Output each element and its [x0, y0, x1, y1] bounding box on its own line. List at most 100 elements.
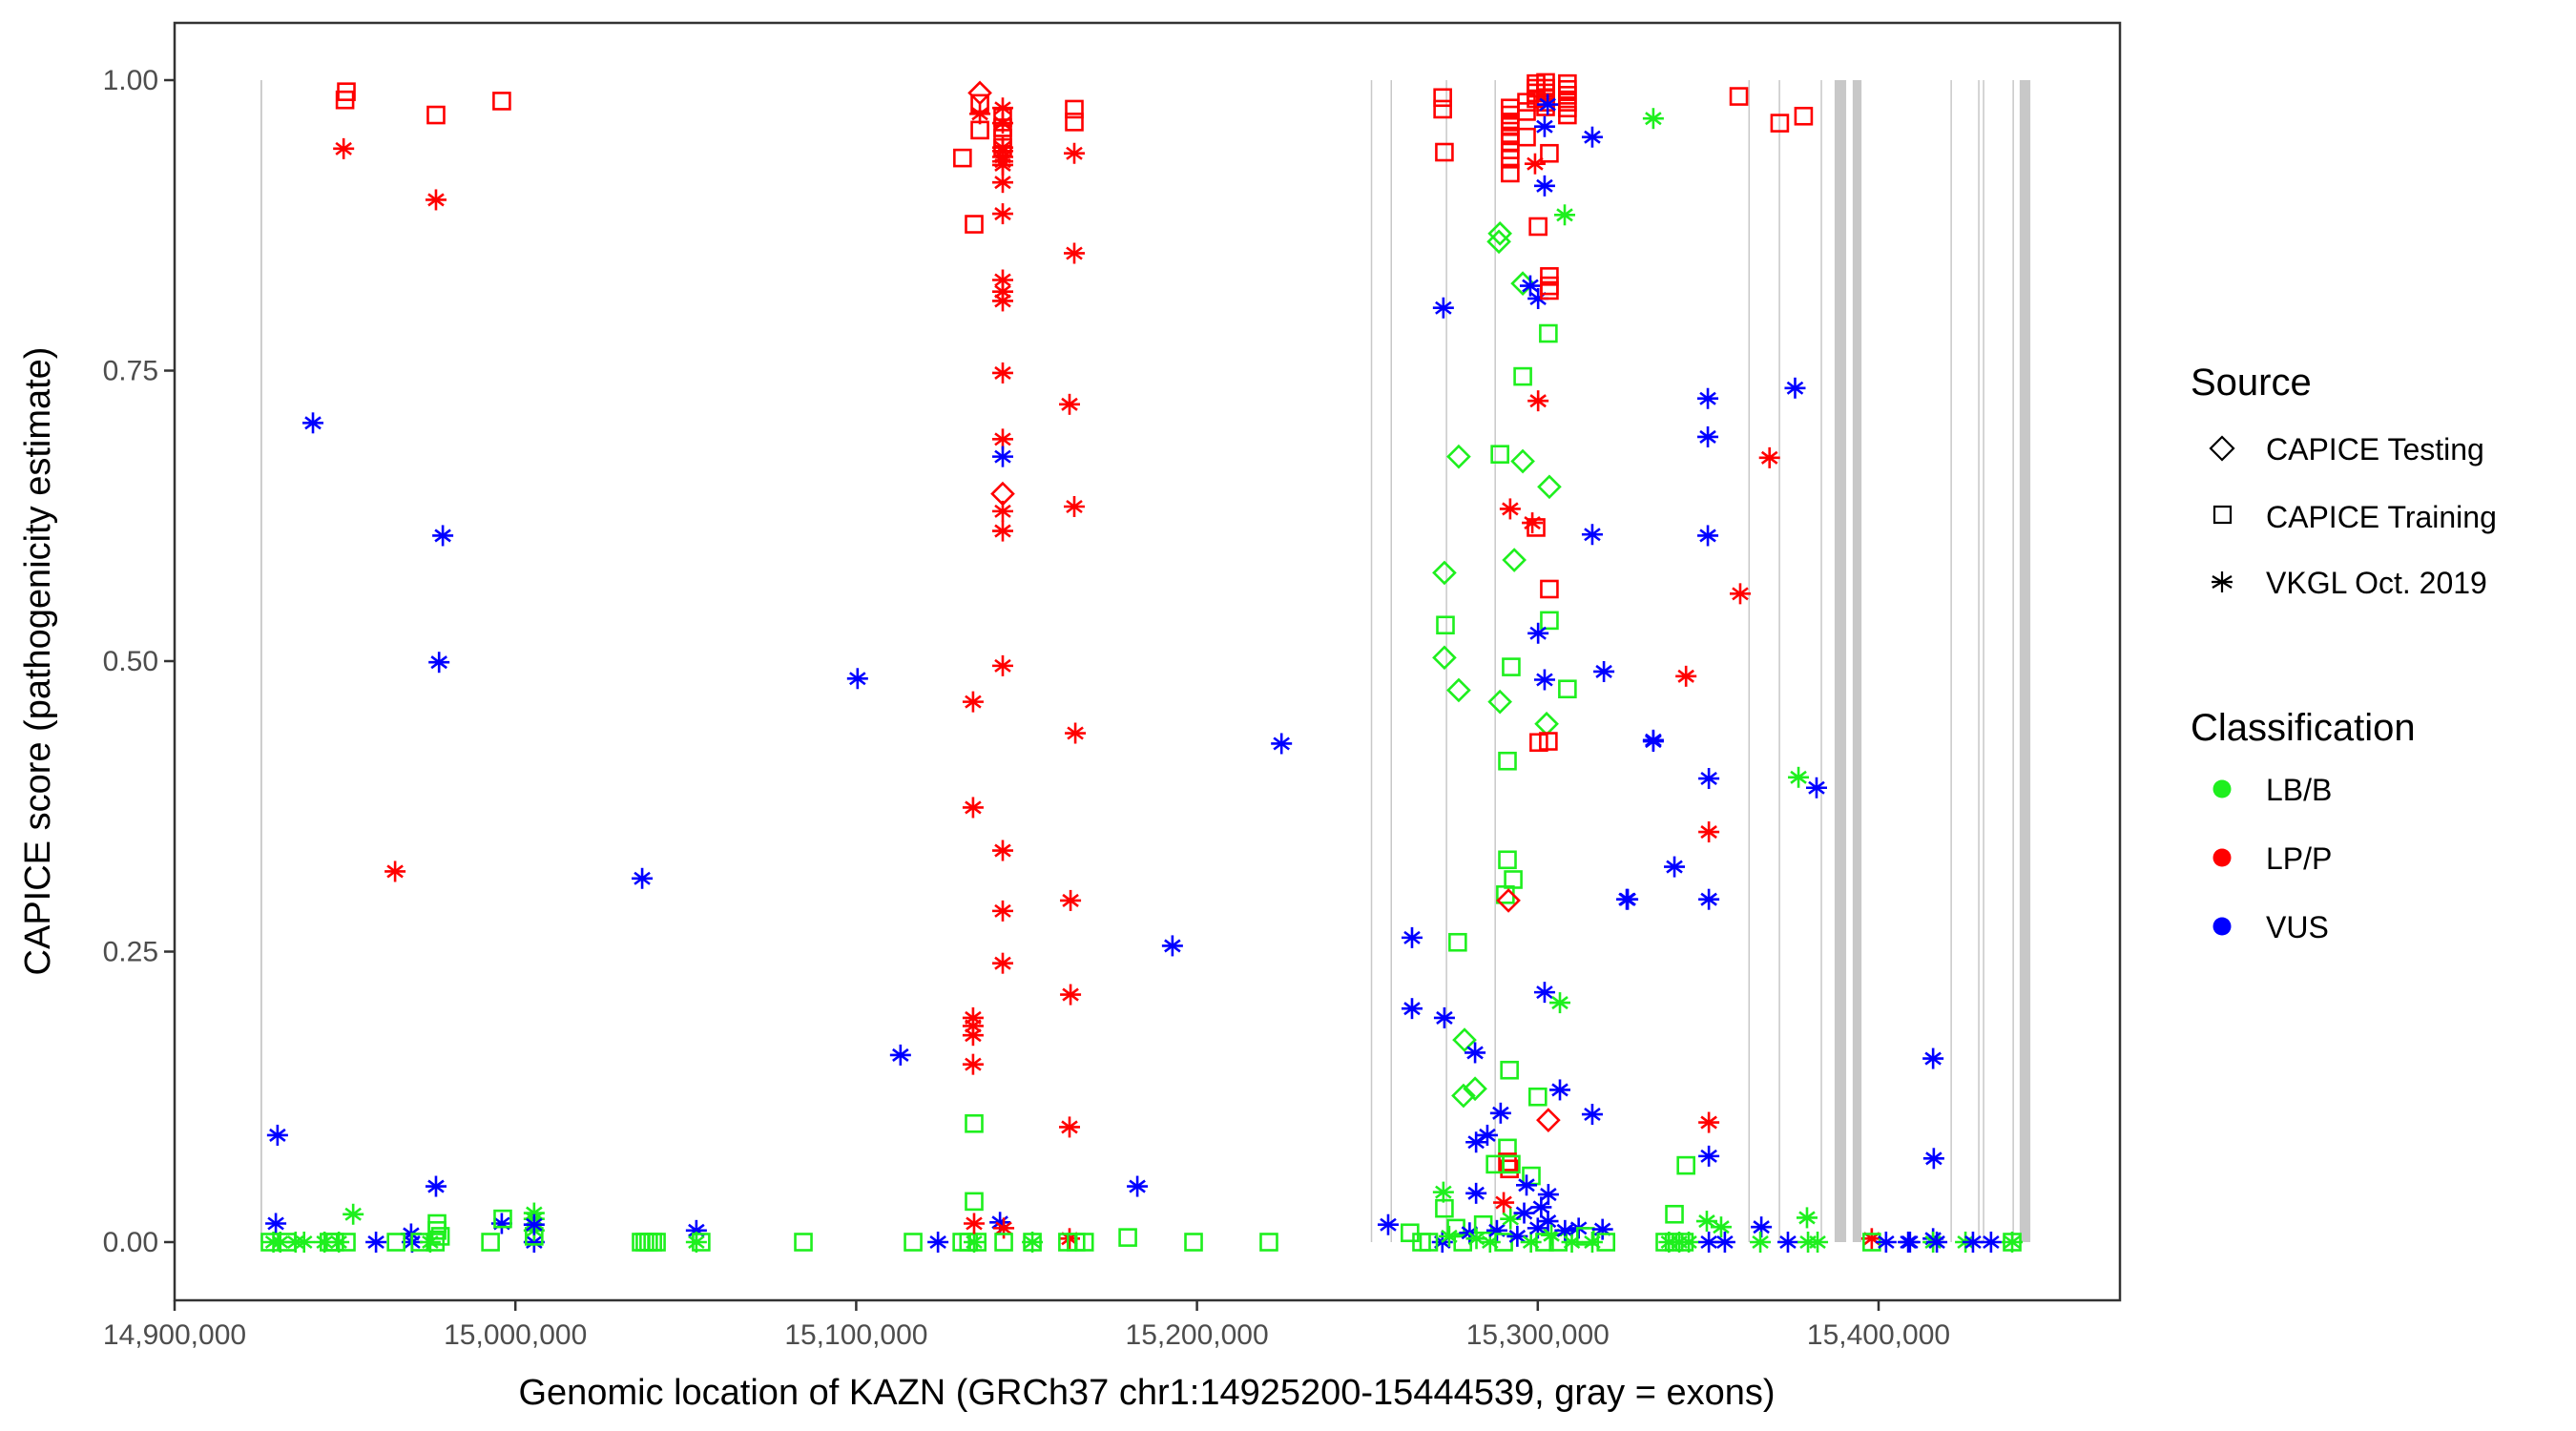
data-point-asterisk-lp-p: [1064, 142, 1086, 164]
data-point-asterisk-lp-p: [991, 172, 1013, 194]
data-point-square-lb-b: [1412, 1233, 1431, 1252]
data-point-square-lp-p: [1558, 105, 1577, 125]
data-point-asterisk-lp-p: [333, 137, 355, 159]
data-point-asterisk-vus: [1516, 1174, 1538, 1196]
data-point-square-lb-b: [426, 1233, 446, 1252]
data-point-square-lp-p: [1540, 280, 1559, 301]
data-point-asterisk-vus: [632, 867, 654, 889]
legend-label: CAPICE Testing: [2266, 432, 2484, 467]
data-point-diamond-lp-p: [1536, 1108, 1561, 1132]
data-point-square-lb-b: [967, 1233, 987, 1252]
data-point-asterisk-lb-b: [1750, 1232, 1772, 1253]
data-point-square-lp-p: [993, 137, 1012, 157]
data-point-square-lb-b: [1498, 850, 1517, 870]
data-point-asterisk-vus: [1489, 1102, 1511, 1124]
data-point-asterisk-vus: [1922, 1047, 1944, 1069]
exon-bands: [260, 80, 2031, 1242]
data-point-asterisk-vus: [1922, 1148, 1944, 1170]
x-tick-label: 15,100,000: [784, 1319, 927, 1351]
data-point-square-lb-b: [430, 1227, 450, 1246]
data-point-asterisk-lp-p: [991, 654, 1013, 676]
exon-band: [1978, 80, 1980, 1242]
data-point-asterisk-lb-b: [1796, 1207, 1818, 1229]
legend-classification: Classification LB/B LP/P VUS: [2191, 707, 2416, 944]
data-point-asterisk-vus: [1899, 1232, 1921, 1253]
data-point-square-lb-b: [1259, 1233, 1278, 1252]
data-point-asterisk-vus: [425, 1175, 447, 1197]
data-point-asterisk-lb-b: [2002, 1232, 2024, 1253]
data-point-square-lp-p: [993, 118, 1012, 137]
data-point-square-lb-b: [1118, 1228, 1137, 1247]
data-point-asterisk-lp-p: [1758, 446, 1780, 468]
data-point-asterisk-lp-p: [1059, 1116, 1081, 1138]
data-point-asterisk-vus: [1805, 777, 1827, 798]
data-point-asterisk-vus: [1698, 768, 1720, 790]
data-point-square-lp-p: [1517, 102, 1536, 121]
data-point-square-lb-b: [1500, 1060, 1519, 1080]
data-point-asterisk-vus: [1875, 1232, 1897, 1253]
exon-band: [2019, 80, 2031, 1242]
legend-label: VKGL Oct. 2019: [2266, 566, 2487, 600]
data-point-diamond-lb-b: [1451, 1083, 1476, 1109]
asterisk-icon: [2212, 571, 2233, 592]
data-point-square-lb-b: [1676, 1155, 1695, 1175]
data-point-diamond-lb-b: [1487, 220, 1512, 246]
data-point-diamond-lb-b: [1537, 474, 1562, 500]
data-point-asterisk-vus: [1533, 115, 1555, 137]
data-point-asterisk-lp-p: [1060, 984, 1082, 1006]
exon-band: [1748, 80, 1751, 1242]
data-point-asterisk-lp-p: [1698, 821, 1720, 843]
y-tick-label: 1.00: [103, 65, 158, 96]
data-point-diamond-lb-b: [1446, 444, 1471, 469]
data-point-asterisk-lp-p: [1729, 583, 1751, 605]
square-icon: [2212, 505, 2233, 525]
exon-band: [1834, 80, 1847, 1242]
data-points: [260, 73, 2024, 1253]
data-point-square-lp-p: [993, 108, 1012, 127]
legend-dot-icon: [2212, 917, 2232, 936]
x-axis-title: Genomic location of KAZN (GRCh37 chr1:14…: [518, 1373, 1775, 1413]
data-point-asterisk-vus: [1127, 1175, 1149, 1197]
exon-band: [1445, 80, 1447, 1242]
data-point-asterisk-lp-p: [425, 189, 447, 211]
data-point-square-lp-p: [1770, 114, 1790, 133]
data-point-asterisk-vus: [1513, 1202, 1535, 1224]
data-point-square-lp-p: [1528, 217, 1548, 237]
data-point-asterisk-lp-p: [991, 900, 1013, 922]
y-tick-label: 0.50: [103, 646, 158, 677]
data-point-asterisk-vus: [1697, 525, 1719, 547]
data-point-diamond-lb-b: [1452, 1027, 1477, 1052]
exon-band: [2012, 80, 2014, 1242]
data-point-asterisk-vus: [1549, 1079, 1571, 1101]
data-point-diamond-lb-b: [1510, 448, 1535, 474]
data-point-square-lb-b: [1539, 323, 1558, 343]
data-point-asterisk-vus: [1377, 1213, 1399, 1235]
x-tick-label: 15,300,000: [1466, 1319, 1610, 1351]
data-point-asterisk-vus: [1271, 733, 1293, 755]
data-point-square-lp-p: [1729, 87, 1749, 106]
data-point-square-lp-p: [965, 215, 984, 234]
data-point-asterisk-vus: [1433, 1006, 1455, 1028]
data-point-square-lb-b: [794, 1233, 813, 1252]
data-point-asterisk-vus: [1784, 377, 1806, 399]
data-point-asterisk-lb-b: [1807, 1232, 1829, 1253]
data-point-asterisk-vus: [846, 668, 868, 690]
data-point-square-lp-p: [1517, 127, 1536, 147]
data-point-square-lp-p: [970, 120, 989, 140]
data-point-diamond-lb-b: [1487, 689, 1512, 715]
data-point-asterisk-lp-p: [1493, 1192, 1515, 1213]
data-point-square-lb-b: [1490, 445, 1509, 464]
data-point-square-lb-b: [1436, 615, 1455, 635]
x-tick-label: 15,400,000: [1807, 1319, 1950, 1351]
data-point-asterisk-lp-p: [1524, 153, 1546, 175]
data-point-square-lb-b: [493, 1209, 512, 1229]
data-point-square-lp-p: [1539, 732, 1558, 751]
data-point-asterisk-vus: [1714, 1232, 1735, 1253]
data-point-asterisk-lb-b: [293, 1232, 315, 1253]
data-point-asterisk-vus: [265, 1213, 287, 1234]
data-point-asterisk-lp-p: [1698, 1111, 1720, 1133]
y-axis-title: CAPICE score (pathogenicity estimate): [18, 347, 58, 976]
data-point-square-lb-b: [1513, 366, 1532, 386]
y-tick-label: 0.00: [103, 1227, 158, 1258]
x-axis: 14,900,000 15,000,000 15,100,000 15,200,000…: [103, 1300, 1950, 1351]
